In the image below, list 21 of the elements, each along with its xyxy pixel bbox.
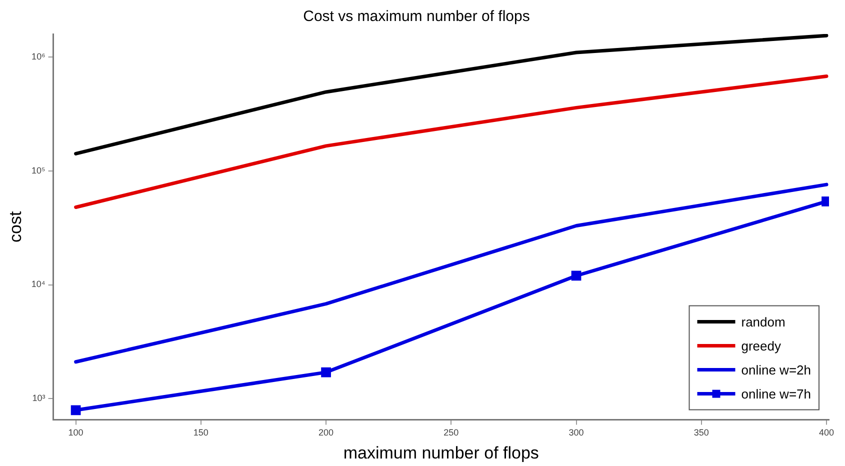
x-axis-title: maximum number of flops xyxy=(343,443,539,462)
y-tick-label: 10³ xyxy=(32,393,46,403)
x-tick-label: 350 xyxy=(694,428,709,438)
y-tick-label: 10⁴ xyxy=(31,279,46,290)
point xyxy=(571,270,582,281)
point xyxy=(70,405,81,416)
x-tick-label: 200 xyxy=(318,428,334,438)
legend-label: random xyxy=(741,314,786,330)
y-axis-title: cost xyxy=(6,211,25,242)
legend-label: greedy xyxy=(741,338,782,354)
point xyxy=(321,367,331,378)
y-tick-label: 10⁶ xyxy=(32,52,46,62)
x-tick-label: 400 xyxy=(818,428,834,438)
legend-label: online w=2h xyxy=(741,362,811,378)
x-tick-label: 250 xyxy=(444,428,459,438)
y-tick-label: 10⁵ xyxy=(32,165,46,176)
chart-title: Cost vs maximum number of flops xyxy=(303,8,530,26)
x-tick-label: 150 xyxy=(193,428,208,438)
legend-label: online w=7h xyxy=(741,386,811,402)
x-tick-label: 300 xyxy=(568,428,584,438)
x-tick-label: 100 xyxy=(68,428,84,438)
